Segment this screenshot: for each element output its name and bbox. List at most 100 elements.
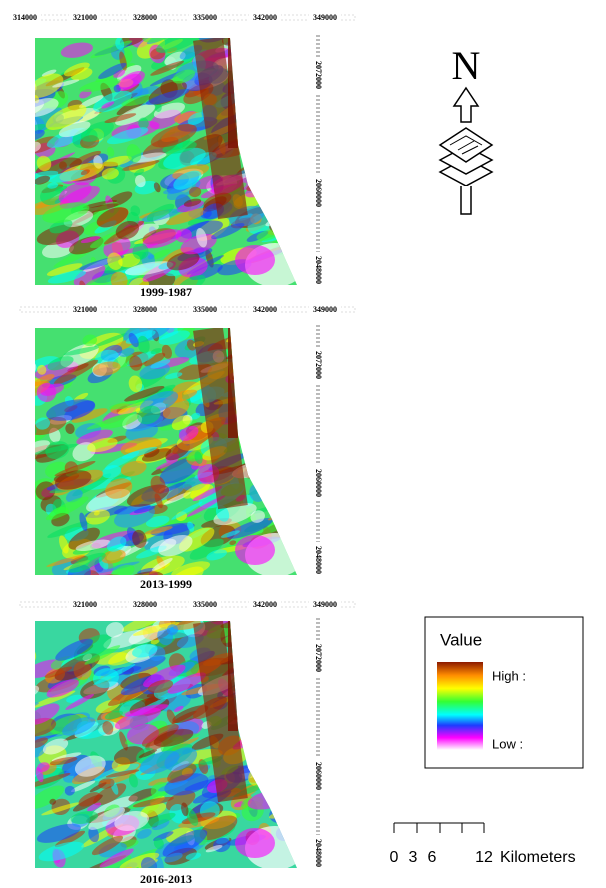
raster-patch (119, 731, 128, 751)
raster-patch (54, 470, 92, 490)
raster-patch (4, 94, 24, 109)
raster-patch (304, 751, 348, 786)
raster-patch (275, 467, 284, 475)
raster-patch (105, 478, 133, 499)
raster-patch (269, 410, 297, 430)
escarpment (193, 621, 248, 803)
raster-patch (217, 578, 239, 602)
raster-patch (7, 123, 29, 141)
y-coord-label: 2048000 (314, 546, 323, 574)
raster-patch (35, 79, 37, 97)
raster-patch (187, 521, 195, 532)
raster-patch (101, 167, 119, 180)
x-coord-label: 349000 (313, 13, 337, 22)
raster-patch (241, 409, 280, 428)
raster-patch (49, 756, 78, 766)
raster-patch (284, 797, 297, 813)
raster-patch (136, 828, 152, 839)
raster-patch (273, 137, 297, 162)
raster-patch (259, 699, 290, 712)
raster-patch (121, 160, 160, 171)
raster-patch (150, 475, 166, 494)
raster-patch (239, 91, 256, 105)
raster-patch (88, 826, 99, 843)
raster-patch (271, 388, 297, 407)
raster-patch (101, 549, 126, 564)
color-ramp (437, 662, 483, 750)
scale-label: 3 (409, 849, 418, 866)
raster-patch (0, 123, 34, 153)
raster-patch (199, 815, 238, 841)
raster-patch (299, 523, 313, 540)
raster-patch (132, 243, 149, 260)
raster-patch (101, 101, 115, 109)
label-bg (312, 252, 324, 288)
raster-patch (134, 168, 145, 176)
raster-patch (82, 334, 98, 347)
raster-patch (165, 372, 183, 380)
raster-patch (121, 621, 168, 632)
panel-caption: 2013-1999 (140, 577, 192, 591)
raster-patch (151, 558, 173, 571)
raster-patch (150, 60, 185, 76)
raster-patch (35, 717, 57, 737)
scale-unit: Kilometers (500, 849, 576, 866)
raster-patch (290, 798, 297, 816)
raster-patch (110, 271, 128, 285)
raster-patch (133, 505, 156, 514)
raster-patch (233, 645, 265, 666)
raster-patch (267, 510, 297, 521)
raster-patch (282, 470, 297, 489)
raster-patch (258, 51, 290, 68)
label-bg (129, 13, 161, 23)
raster-patch (35, 73, 64, 98)
raster-patch (211, 223, 245, 240)
raster-patch (256, 372, 277, 392)
label-bg (312, 465, 324, 501)
raster-patch (150, 348, 162, 355)
raster-patch (68, 527, 100, 550)
raster-patch (140, 857, 158, 868)
raster-patch (251, 398, 267, 409)
raster-patch (138, 117, 149, 130)
raster-patch (177, 274, 206, 285)
x-coord-label: 328000 (133, 305, 157, 314)
raster-patch (47, 182, 59, 189)
raster-patch (35, 737, 48, 749)
x-coord-label: 314000 (13, 13, 37, 22)
raster-patch (35, 685, 40, 698)
x-coord-label: 328000 (133, 13, 157, 22)
raster-patch (173, 170, 202, 190)
raster-patch (206, 549, 227, 561)
raster-patch (148, 254, 155, 260)
raster-patch (128, 332, 139, 348)
raster-patch (128, 773, 138, 788)
x-coord-label: 321000 (73, 305, 97, 314)
raster-patch (292, 763, 297, 778)
label-bg (309, 600, 341, 610)
raster-patch (121, 446, 158, 459)
raster-patch (166, 207, 208, 226)
y-coord-label: 2060000 (314, 179, 323, 207)
raster-patch (45, 104, 87, 130)
bright-area (235, 828, 275, 858)
raster-patch (35, 703, 60, 725)
raster-patch (280, 149, 290, 167)
raster-patch (181, 802, 189, 817)
raster-patch (75, 539, 111, 551)
raster (35, 328, 313, 592)
raster-patch (190, 412, 201, 420)
raster-patch (242, 91, 273, 108)
raster-patch (45, 441, 70, 459)
raster-patch (109, 400, 146, 410)
coord-bar (19, 601, 356, 608)
raster-patch (68, 552, 106, 573)
raster-patch (93, 576, 106, 592)
raster-patch (78, 95, 104, 108)
raster-patch (91, 561, 140, 575)
raster-patch (246, 387, 269, 402)
raster-patch (112, 564, 135, 575)
raster-patch (155, 854, 164, 868)
raster-patch (70, 780, 96, 793)
y-coord-label: 2048000 (314, 256, 323, 284)
